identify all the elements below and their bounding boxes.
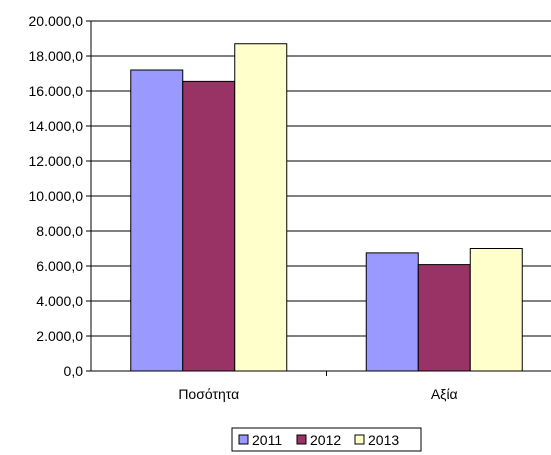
bar-2013-quantity [234,43,288,372]
legend-label-2013: 2013 [368,432,399,448]
bar-2012-value [417,264,471,372]
y-tick-label: 14.000,0 [29,118,84,134]
legend-box [231,427,422,452]
y-tick-label: 6.000,0 [36,258,83,274]
legend-swatch-2013 [354,434,365,445]
legend: 2011 2012 2013 [231,427,422,452]
legend-label-2011: 2011 [252,432,282,448]
y-tick-label: 10.000,0 [29,188,84,204]
y-tick-label: 8.000,0 [36,223,83,239]
y-tick-label: 12.000,0 [29,153,84,169]
x-category-label: Αξία [431,386,458,402]
y-axis-ticks: 0,0 2.000,0 4.000,0 6.000,0 8.000,0 10.000,0 1… [29,13,91,379]
y-tick-label: 0,0 [64,363,84,379]
bars [130,43,523,372]
bar-2011-value [365,252,419,372]
bar-2013-value [469,248,523,372]
legend-swatch-2012 [296,434,307,445]
bar-2011-quantity [130,69,184,372]
y-tick-label: 20.000,0 [29,13,84,29]
y-tick-label: 2.000,0 [36,328,83,344]
legend-label-2012: 2012 [310,432,341,448]
y-tick-label: 16.000,0 [29,83,84,99]
x-category-label: Ποσότητα [178,386,239,402]
axes [90,21,551,376]
x-axis-labels: Ποσότητα Αξία [178,386,457,402]
y-tick-label: 18.000,0 [29,48,84,64]
legend-swatch-2011 [238,434,249,445]
y-tick-label: 4.000,0 [36,293,83,309]
bar-2012-quantity [182,80,236,372]
